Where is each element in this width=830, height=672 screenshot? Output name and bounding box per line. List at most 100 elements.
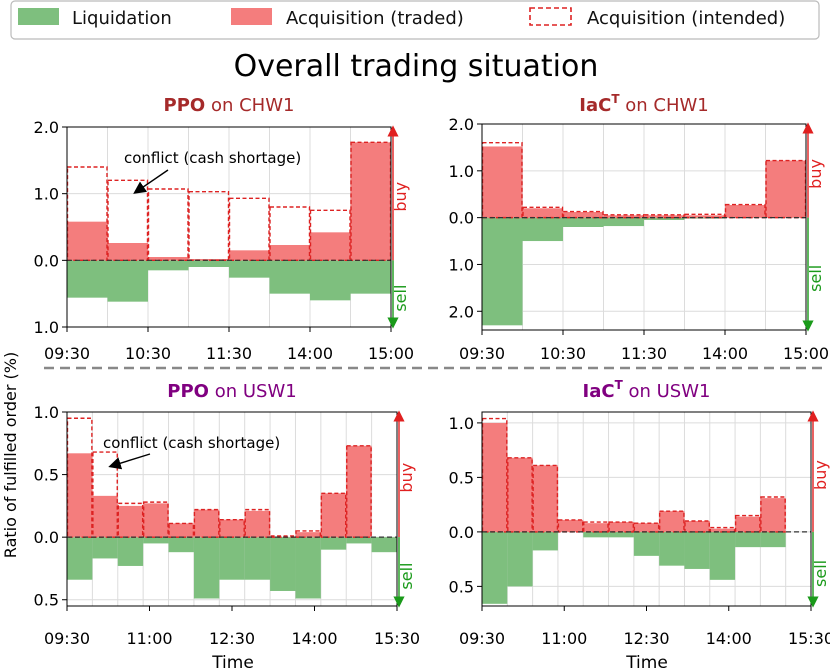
liquidation-bar <box>563 217 604 227</box>
liquidation-bar <box>117 537 144 566</box>
liquidation-bar <box>107 260 148 302</box>
x-tick-label: 11:30 <box>621 344 667 363</box>
acquisition-bar <box>633 523 660 532</box>
panel-title-superscript: T <box>615 378 624 392</box>
acquisition-bar <box>143 503 169 538</box>
x-tick-label: 14:00 <box>291 629 337 648</box>
panel-title-method: IaC <box>579 95 611 116</box>
acquisition-bar <box>659 511 685 532</box>
legend: Liquidation Acquisition (traded) Acquisi… <box>10 0 820 40</box>
liquidation-bar <box>482 217 523 326</box>
intended-bar <box>724 203 766 219</box>
acquisition-bar <box>557 519 584 532</box>
acquisition-bar <box>92 495 118 538</box>
acquisition-bar <box>219 519 245 538</box>
intended-bar <box>658 510 685 533</box>
sell-label: sell <box>391 285 410 312</box>
x-tick-label: 12:30 <box>209 629 255 648</box>
acquisition-bar <box>67 453 93 538</box>
y-tick-label: 0.0 <box>449 209 474 228</box>
liquidation-bar <box>188 260 229 267</box>
annotation-arrow <box>133 169 169 194</box>
buy-label: buy <box>397 463 416 493</box>
x-tick-label: 09:30 <box>459 629 505 648</box>
annotation-arrow <box>108 453 151 470</box>
x-tick-label: 14:00 <box>706 629 752 648</box>
liquidation-bar <box>168 537 194 553</box>
annotation-text: conflict (cash shortage) <box>124 149 301 167</box>
liquidation-bar <box>269 260 310 294</box>
y-tick-label: 0.5 <box>449 577 474 596</box>
panel-title: IaCT on USW1 <box>583 378 711 402</box>
liquidation-bar <box>659 531 685 566</box>
panel-title: IaCT on CHW1 <box>579 92 708 116</box>
x-tick-label: 09:30 <box>459 344 505 363</box>
panel-title-method: PPO <box>164 95 206 116</box>
acquisition-bar <box>563 212 604 218</box>
chart-panel-2: 2.0 1.0 0.0 1.0 2.0 09:30 10:30 11:30 14:00 15:00… <box>449 92 830 363</box>
acquisition-bar <box>244 510 271 538</box>
legend-swatch-liquidation <box>18 8 59 25</box>
buy-label: buy <box>811 460 830 490</box>
liquidation-bar <box>229 260 270 278</box>
x-tick-label: 12:30 <box>623 629 669 648</box>
acquisition-bar <box>320 493 347 538</box>
intended-bar <box>92 451 118 538</box>
x-tick-label: 11:00 <box>541 629 587 648</box>
acquisition-bar <box>532 465 558 532</box>
intended-bar <box>522 206 564 219</box>
x-tick-label: 15:30 <box>788 629 830 648</box>
intended-bar <box>684 213 726 219</box>
acquisition-bar <box>310 232 351 261</box>
x-tick-label: 09:30 <box>44 344 90 363</box>
y-tick-label: 1.0 <box>449 414 474 433</box>
liquidation-bar <box>507 531 533 587</box>
x-axis-label-right: Time <box>625 653 668 672</box>
acquisition-bar <box>709 528 736 532</box>
acquisition-bar <box>193 509 220 538</box>
sell-label: sell <box>397 563 416 590</box>
intended-bar <box>633 522 660 533</box>
intended-bar <box>562 210 604 219</box>
intended-bar <box>507 457 533 533</box>
acquisition-bar <box>760 498 786 532</box>
x-tick-label: 10:30 <box>125 344 171 363</box>
liquidation-bar <box>760 531 786 548</box>
x-tick-label: 15:00 <box>368 344 414 363</box>
x-tick-label: 11:30 <box>206 344 252 363</box>
intended-bar <box>219 518 245 538</box>
liquidation-bar <box>522 217 563 242</box>
chart-panel-1: 2.0 1.0 0.0 1.0 09:30 10:30 11:30 14:00 15:00 PPO… <box>34 95 415 363</box>
intended-bar <box>269 535 296 538</box>
acquisition-bar <box>295 532 321 538</box>
legend-swatch-acquisition-intended <box>529 7 572 26</box>
x-tick-label: 15:00 <box>783 344 829 363</box>
liquidation-bar <box>644 217 685 220</box>
liquidation-bar <box>320 537 347 550</box>
liquidation-bar <box>603 217 644 227</box>
intended-bar <box>117 502 144 538</box>
acquisition-bar <box>482 422 508 532</box>
acquisition-bar <box>229 250 270 261</box>
y-tick-label: 0.0 <box>449 523 474 542</box>
acquisition-bar <box>507 457 533 532</box>
annotation-text: conflict (cash shortage) <box>103 434 280 452</box>
intended-bar <box>643 214 685 219</box>
y-tick-label: 1.0 <box>34 185 59 204</box>
panel-title: PPO on USW1 <box>167 381 296 402</box>
liquidation-bar <box>270 537 296 591</box>
y-axis-label: Ratio of fulfilled order (%) <box>1 352 20 558</box>
acquisition-bar <box>725 204 766 218</box>
acquisition-bar <box>346 445 372 538</box>
intended-bar <box>309 209 351 262</box>
panel-title: PPO on CHW1 <box>164 95 295 116</box>
liquidation-bar <box>371 537 397 553</box>
sell-label: sell <box>811 560 830 587</box>
acquisition-bar <box>350 142 391 261</box>
acquisition-bar <box>735 516 761 532</box>
legend-label-acquisition-intended: Acquisition (intended) <box>587 8 785 29</box>
liquidation-bar <box>148 260 189 271</box>
acquisition-bar <box>269 245 310 261</box>
acquisition-bar <box>522 208 563 218</box>
liquidation-bar <box>193 537 220 599</box>
